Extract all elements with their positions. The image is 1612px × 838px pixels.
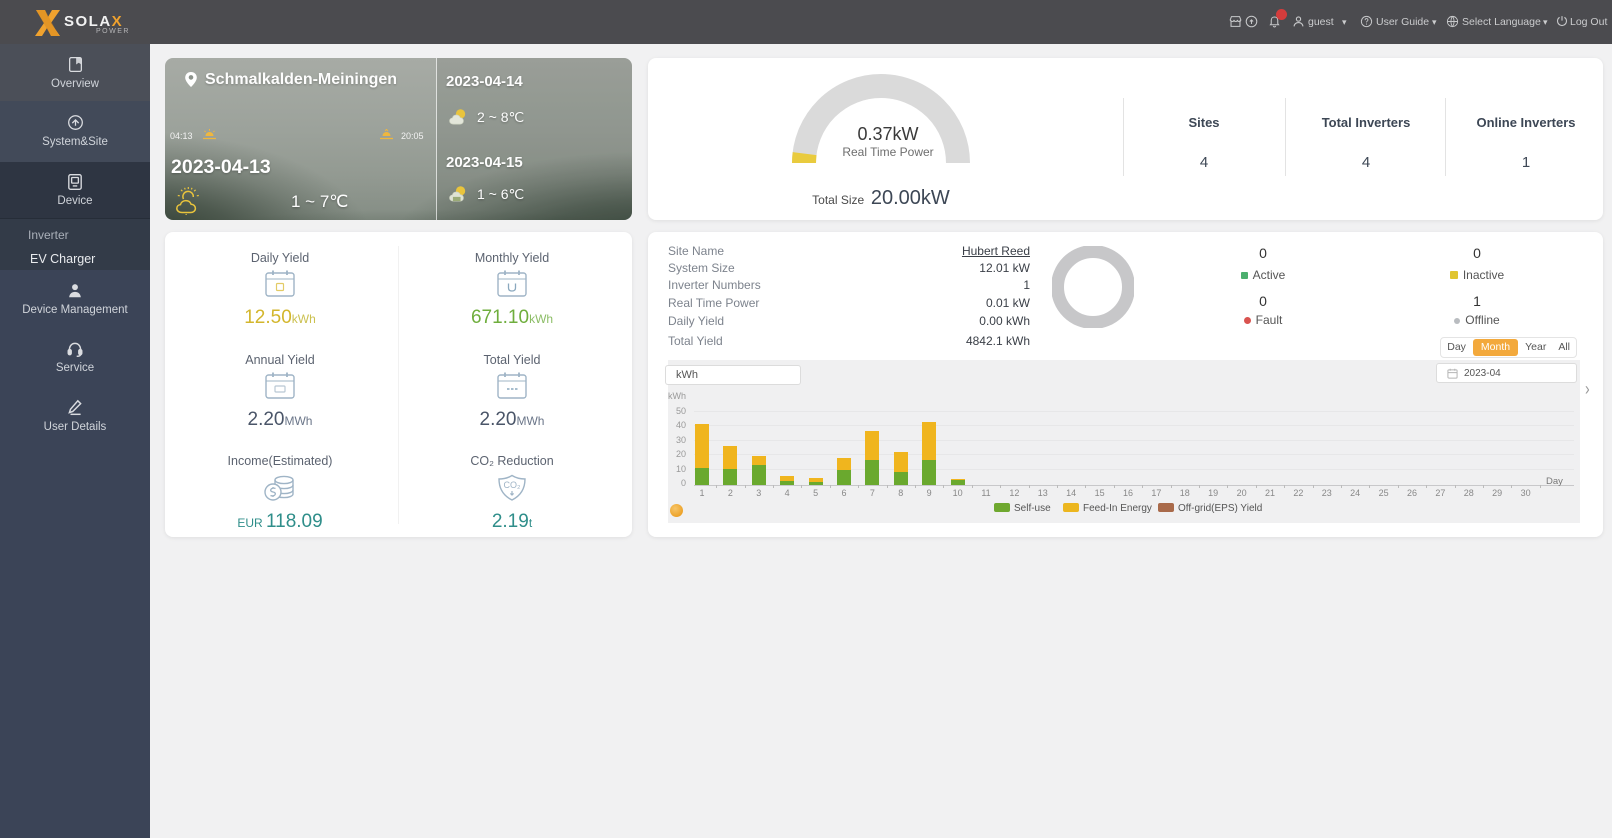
svg-text:CO₂: CO₂: [504, 480, 522, 490]
